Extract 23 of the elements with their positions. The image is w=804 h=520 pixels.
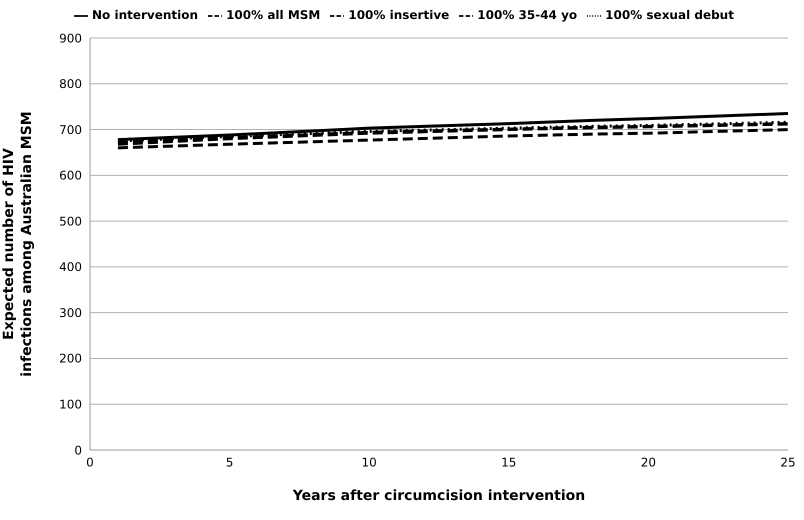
y-tick-label: 900 [59, 31, 82, 46]
y-tick-label: 0 [74, 443, 82, 458]
legend-label: 100% insertive [348, 8, 450, 22]
y-tick-label: 500 [59, 214, 82, 228]
x-axis-title: Years after circumcision intervention [292, 488, 586, 504]
x-tick-label: 25 [780, 456, 796, 470]
legend-label: 100% sexual debut [605, 8, 734, 22]
y-tick-label: 100 [59, 397, 82, 412]
x-tick-label: 0 [86, 456, 94, 470]
y-tick-label: 700 [59, 122, 82, 137]
y-tick-label: 400 [59, 260, 82, 274]
legend-label: No intervention [92, 8, 198, 22]
y-tick-label: 600 [59, 168, 82, 183]
x-tick-label: 5 [226, 456, 234, 470]
legend-label: 100% all MSM [226, 8, 320, 22]
y-tick-label: 200 [59, 352, 82, 366]
x-tick-label: 10 [362, 456, 377, 470]
x-tick-label: 20 [640, 456, 656, 470]
y-tick-label: 300 [59, 306, 82, 320]
x-tick-label: 15 [501, 456, 516, 470]
legend-label: 100% 35-44 yo [477, 8, 578, 22]
y-axis-title: Expected number of HIV infections among Australian MSM [1, 111, 35, 377]
y-tick-label: 800 [59, 77, 82, 92]
